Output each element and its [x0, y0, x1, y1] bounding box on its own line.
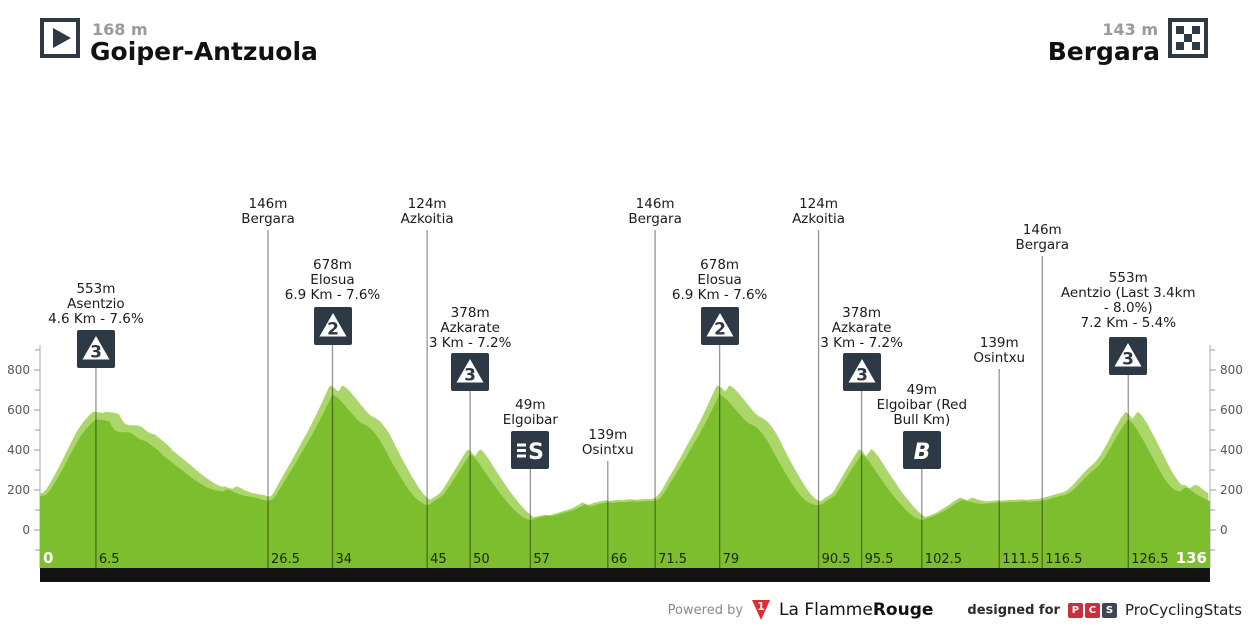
pcs-logo-text: ProCyclingStats — [1124, 601, 1242, 619]
x-tick-label: 0 — [43, 549, 53, 567]
y-axis-label: 200 — [1220, 483, 1243, 497]
y-axis-label: 0 — [1220, 523, 1228, 537]
y-axis-label: 600 — [1220, 403, 1243, 417]
x-tick-label: 116.5 — [1045, 552, 1082, 567]
x-tick-label: 136 — [1176, 549, 1207, 567]
x-tick-label: 26.5 — [271, 552, 300, 567]
x-tick-label: 71.5 — [658, 552, 687, 567]
la-flamme-rouge-logo-text: La FlammeRouge — [779, 600, 934, 620]
y-axis-label: 600 — [7, 403, 30, 417]
x-tick-label: 57 — [533, 552, 550, 567]
svg-text:1: 1 — [757, 600, 765, 613]
y-axis-label: 800 — [7, 363, 30, 377]
x-tick-label: 111.5 — [1002, 552, 1039, 567]
finish-elevation: 143 m — [1102, 20, 1158, 39]
la-flamme-rouge-icon: 1 — [752, 600, 771, 620]
x-tick-label: 6.5 — [99, 552, 120, 567]
x-tick-label: 66 — [611, 552, 628, 567]
x-tick-label: 95.5 — [865, 552, 894, 567]
powered-by-label: Powered by — [667, 602, 744, 618]
x-tick-label: 50 — [473, 552, 490, 567]
finish-name: Bergara — [1047, 37, 1160, 66]
x-tick-label: 79 — [723, 552, 740, 567]
y-axis-label: 200 — [7, 483, 30, 497]
y-axis-label: 400 — [1220, 443, 1243, 457]
designed-for-label: designed for — [967, 602, 1060, 618]
x-tick-label: 45 — [430, 552, 447, 567]
x-tick-label: 90.5 — [822, 552, 851, 567]
x-tick-label: 126.5 — [1131, 552, 1168, 567]
elevation-area — [40, 394, 1210, 568]
distance-axis-bar — [40, 568, 1210, 582]
finish-flag-icon — [1168, 18, 1208, 58]
x-tick-label: 34 — [336, 552, 353, 567]
y-axis-label: 0 — [22, 523, 30, 537]
pcs-logo-icon: P C S — [1067, 602, 1117, 618]
y-axis-label: 800 — [1220, 363, 1243, 377]
y-axis-label: 400 — [7, 443, 30, 457]
start-flag-icon — [40, 18, 80, 58]
footer: Powered by 1 La FlammeRouge designed for… — [668, 599, 1242, 621]
start-elevation: 168 m — [92, 20, 148, 39]
x-tick-label: 102.5 — [925, 552, 962, 567]
start-name: Goiper-Antzuola — [90, 37, 318, 66]
